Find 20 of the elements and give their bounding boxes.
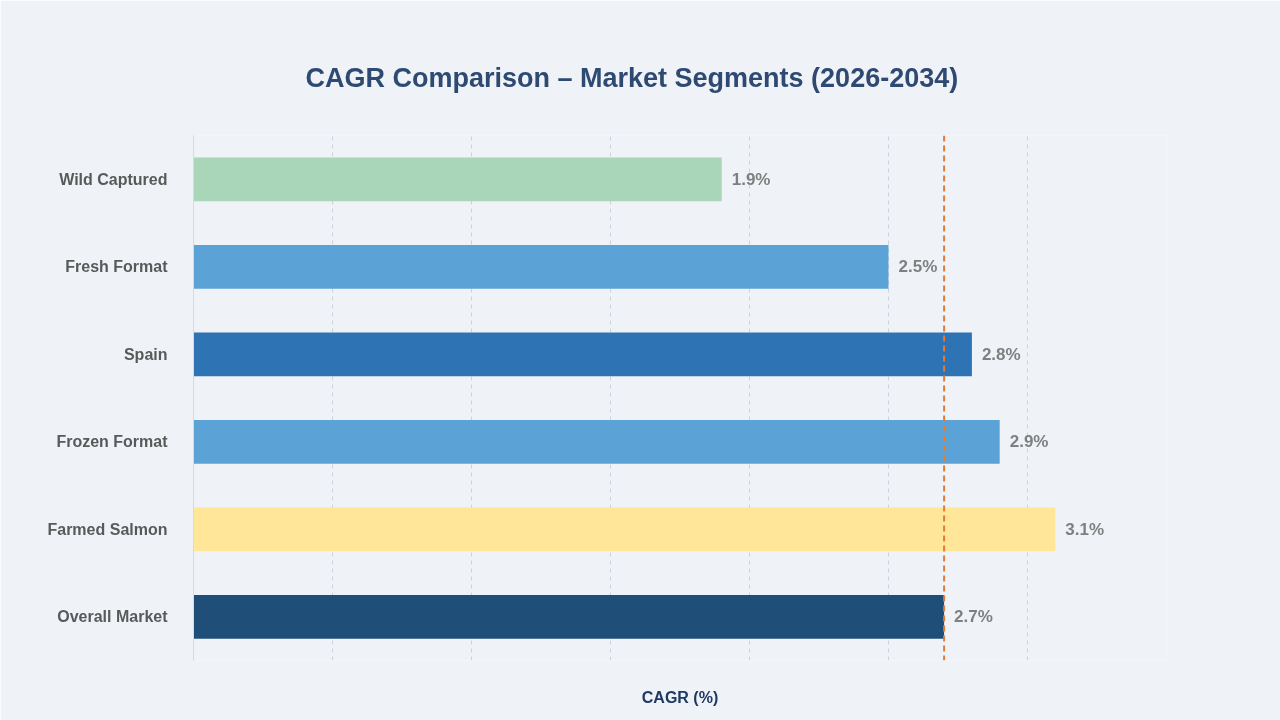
bar — [193, 332, 972, 377]
chart-title: CAGR Comparison – Market Segments (2026-2034) — [305, 63, 959, 93]
data-label: 2.9% — [1009, 432, 1049, 452]
data-label: 2.7% — [954, 607, 993, 627]
y-tick-label: Spain — [123, 345, 168, 363]
x-axis-title: CAGR (%) — [641, 688, 719, 706]
bar — [193, 594, 945, 639]
y-tick-label: Overall Market — [57, 608, 169, 626]
y-tick-label: Frozen Format — [56, 433, 169, 451]
bar — [193, 244, 889, 289]
bar — [193, 419, 1000, 464]
data-label: 2.5% — [898, 257, 938, 277]
y-tick-label: Farmed Salmon — [47, 520, 168, 538]
y-tick-label: Fresh Format — [65, 258, 169, 276]
bar — [193, 157, 722, 202]
data-label: 3.1% — [1065, 519, 1105, 539]
data-label: 1.9% — [731, 169, 771, 189]
data-label: 2.8% — [981, 344, 1021, 364]
y-tick-label: Wild Captured — [59, 170, 168, 188]
bar — [193, 507, 1056, 552]
